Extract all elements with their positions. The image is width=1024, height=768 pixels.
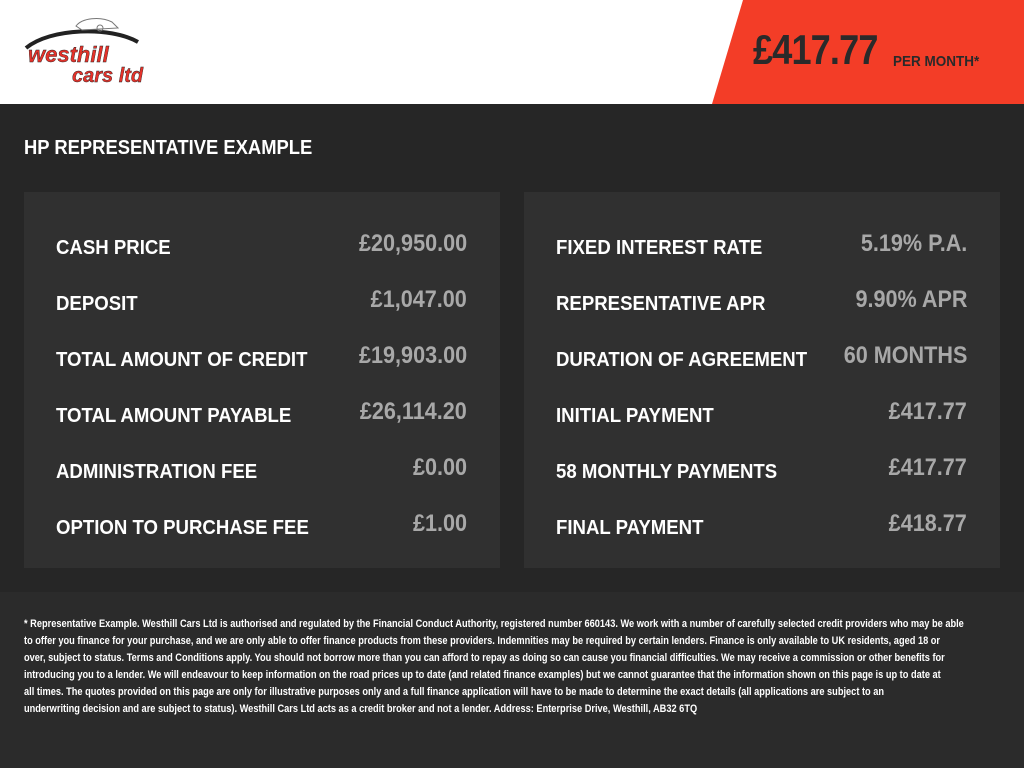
westhill-cars-logo: westhill cars ltd: [24, 18, 144, 87]
label: CASH PRICE: [56, 237, 171, 259]
disclaimer-line: all times. The quotes provided on this p…: [24, 686, 885, 698]
per-month-label: PER MONTH*: [893, 53, 980, 70]
row-final-payment: FINAL PAYMENT £418.77: [556, 510, 967, 540]
label: ADMINISTRATION FEE: [56, 461, 258, 483]
value: 60 MONTHS: [843, 342, 967, 369]
value: £19,903.00: [358, 342, 467, 369]
label: FINAL PAYMENT: [556, 517, 704, 539]
value: 5.19% P.A.: [860, 230, 967, 257]
row-purchase-fee: OPTION TO PURCHASE FEE £1.00: [56, 510, 467, 540]
disclaimer-text: * Representative Example. Westhill Cars …: [24, 616, 1024, 718]
row-interest-rate: FIXED INTEREST RATE 5.19% P.A.: [556, 230, 967, 260]
monthly-price: £417.77: [753, 26, 878, 73]
value: £418.77: [888, 510, 967, 537]
price-banner: [712, 0, 1024, 104]
finance-details-right: FIXED INTEREST RATE 5.19% P.A. REPRESENTA…: [524, 192, 1000, 568]
label: FIXED INTEREST RATE: [556, 237, 763, 259]
value: £1.00: [412, 510, 467, 537]
svg-text:cars ltd: cars ltd: [72, 65, 144, 87]
row-initial-payment: INITIAL PAYMENT £417.77: [556, 398, 967, 428]
label: DURATION OF AGREEMENT: [556, 349, 808, 371]
svg-text:westhill: westhill: [28, 42, 110, 67]
row-deposit: DEPOSIT £1,047.00: [56, 286, 467, 316]
value: £1,047.00: [370, 286, 467, 313]
label: DEPOSIT: [56, 293, 138, 315]
value: 9.90% APR: [854, 286, 967, 313]
label: TOTAL AMOUNT PAYABLE: [56, 405, 292, 427]
disclaimer-line: to offer you finance for your purchase, …: [24, 635, 941, 647]
disclaimer-line: introducing you to a lender. We will end…: [24, 669, 941, 681]
finance-details-left: CASH PRICE £20,950.00 DEPOSIT £1,047.00 TO…: [24, 192, 500, 568]
section-title: HP REPRESENTATIVE EXAMPLE: [24, 137, 313, 159]
row-total-payable: TOTAL AMOUNT PAYABLE £26,114.20: [56, 398, 467, 428]
label: INITIAL PAYMENT: [556, 405, 714, 427]
row-cash-price: CASH PRICE £20,950.00: [56, 230, 467, 260]
row-monthly-payments: 58 MONTHLY PAYMENTS £417.77: [556, 454, 967, 484]
value: £20,950.00: [358, 230, 467, 257]
label: TOTAL AMOUNT OF CREDIT: [56, 349, 308, 371]
value: £26,114.20: [360, 398, 467, 425]
label: REPRESENTATIVE APR: [556, 293, 766, 315]
row-apr: REPRESENTATIVE APR 9.90% APR: [556, 286, 967, 316]
label: 58 MONTHLY PAYMENTS: [556, 461, 778, 483]
disclaimer-line: over, subject to status. Terms and Condi…: [24, 652, 945, 664]
value: £417.77: [888, 398, 967, 425]
row-duration: DURATION OF AGREEMENT 60 MONTHS: [556, 342, 967, 372]
value: £417.77: [888, 454, 967, 481]
row-total-credit: TOTAL AMOUNT OF CREDIT £19,903.00: [56, 342, 467, 372]
disclaimer-footer: * Representative Example. Westhill Cars …: [0, 592, 1024, 768]
label: OPTION TO PURCHASE FEE: [56, 517, 309, 539]
row-admin-fee: ADMINISTRATION FEE £0.00: [56, 454, 467, 484]
disclaimer-line: * Representative Example. Westhill Cars …: [24, 618, 964, 630]
disclaimer-line: underwriting decision and are subject to…: [24, 703, 698, 715]
value: £0.00: [412, 454, 467, 481]
